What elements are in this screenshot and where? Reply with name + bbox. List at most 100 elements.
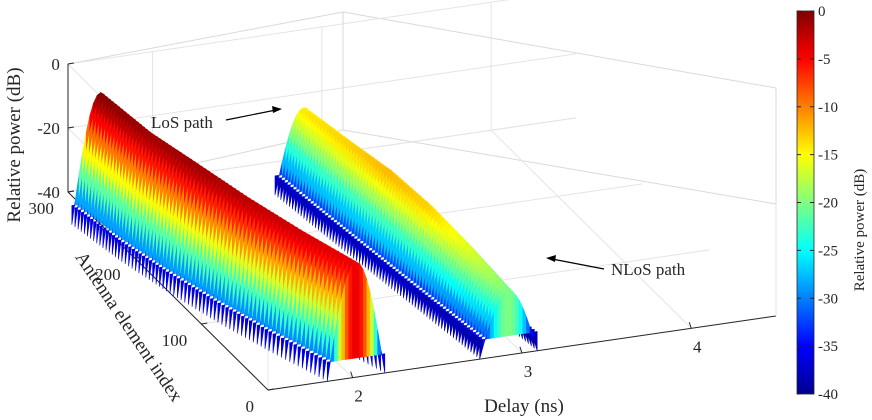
x-tick-label: 3 <box>524 362 533 381</box>
los-surface-patch <box>281 334 286 358</box>
z-tick-label: -20 <box>37 119 60 138</box>
colorbar-label: Relative power (dB) <box>852 169 868 291</box>
los-surface-patch <box>180 275 185 301</box>
floor-edge-delay <box>267 315 777 391</box>
z-tick-mark <box>67 126 74 129</box>
los-surface-patch <box>370 293 375 357</box>
nlos-annotation-arrow <box>551 258 605 270</box>
los-surface-patch <box>159 261 164 287</box>
nlos-surface-patch <box>518 300 524 335</box>
los-surface-patch <box>217 298 222 323</box>
los-surface-patch <box>359 262 364 358</box>
y-tick-mark <box>201 322 208 325</box>
y-tick-label: 200 <box>95 265 121 284</box>
los-surface-patch <box>380 350 386 374</box>
los-arrow-head <box>272 106 282 113</box>
los-surface-patch <box>225 302 230 327</box>
los-surface-patch <box>285 336 290 360</box>
colorbar-tick-label: -40 <box>818 387 838 403</box>
colorbar-tick-label: -35 <box>818 339 838 355</box>
los-surface-patch <box>318 353 323 378</box>
x-tick-mark <box>350 371 354 378</box>
los-annotation: LoS path <box>151 106 282 132</box>
los-surface-patch <box>355 261 360 359</box>
los-surface-patch <box>348 264 353 360</box>
x-tick-label: 2 <box>354 387 363 406</box>
nlos-arrow-head <box>546 255 556 262</box>
colorbar-tick-label: -10 <box>818 100 838 116</box>
nlos-surface-patch <box>508 290 513 337</box>
z-tick-label: 0 <box>51 55 60 74</box>
los-surface-patch <box>362 269 368 358</box>
los-surface-patch <box>310 349 315 373</box>
y-tick-label: 300 <box>28 199 54 218</box>
los-surface-patch <box>128 241 133 267</box>
x-axis-label: Delay (ns) <box>484 396 564 417</box>
los-surface-patch <box>306 347 311 371</box>
los-surface-patch <box>177 273 182 299</box>
colorbar-tick-label: -25 <box>818 243 838 259</box>
z-axis-label: Relative power (dB) <box>4 67 25 222</box>
colorbar-tick-label: 0 <box>818 4 826 20</box>
x-tick-mark <box>519 346 523 354</box>
nlos-surface-patch <box>526 316 531 334</box>
los-surface-patch <box>272 329 277 354</box>
los-surface-patch <box>252 318 258 343</box>
z-tick-label: -40 <box>37 183 60 202</box>
los-surface-patch <box>301 345 307 369</box>
los-surface-patch <box>206 291 211 316</box>
los-surface-patch <box>237 309 242 334</box>
los-surface-patch <box>202 289 207 314</box>
los-surface-patch <box>366 279 371 357</box>
los-annotation-text: LoS path <box>151 113 213 132</box>
los-surface-patch <box>276 331 282 356</box>
los-surface-patch <box>268 327 273 352</box>
los-surface-patch <box>135 245 140 271</box>
x-tick-mark <box>688 322 692 329</box>
z-tick-mark <box>67 62 74 65</box>
z-tick-mark <box>67 190 74 193</box>
grid-line-delay <box>490 2 692 329</box>
y-tick-label: 100 <box>162 331 188 350</box>
los-surface-patch <box>148 255 154 280</box>
axis-ticks: 2 3 4 0 100 200 300-40 -20 0 <box>28 55 702 416</box>
los-surface-patch <box>188 280 193 305</box>
colorbar-tick-label: -20 <box>818 196 838 212</box>
floor-edge-antenna <box>67 191 269 391</box>
los-surface-patch <box>142 250 147 276</box>
los-surface-patch <box>377 329 382 356</box>
y-tick-label: 0 <box>246 397 255 416</box>
colorbar-tick-label: -5 <box>818 52 831 68</box>
y-tick-mark <box>267 388 275 391</box>
nlos-surface-patch <box>511 290 516 336</box>
los-surface-patch <box>373 310 378 356</box>
los-surface-patch <box>213 295 219 321</box>
y-tick-mark <box>134 256 141 259</box>
los-surface-patch <box>344 271 350 360</box>
los-surface-patch <box>326 358 332 382</box>
los-surface-patch <box>184 277 189 303</box>
nlos-surface-patch <box>500 291 506 338</box>
colorbar-tick-label: -30 <box>818 291 838 307</box>
los-surface-patch <box>195 284 200 310</box>
nlos-surface-patch <box>515 293 520 336</box>
nlos-annotation: NLoS path <box>546 255 686 279</box>
nlos-surface-patch <box>497 295 502 338</box>
nlos-surface-patch <box>479 339 484 360</box>
surface-layer <box>71 91 538 382</box>
los-surface-patch <box>256 320 262 345</box>
los-surface-patch <box>169 268 174 294</box>
los-surface-patch <box>293 340 298 365</box>
back-wall-right <box>342 11 777 205</box>
los-surface-patch <box>352 261 357 359</box>
los-surface-patch <box>121 236 126 262</box>
los-surface-patch <box>229 304 234 330</box>
nlos-surface-patch <box>522 307 527 334</box>
los-surface-patch <box>162 264 167 290</box>
los-surface-patch <box>297 342 302 367</box>
colorbar-tick-label: -15 <box>818 148 838 164</box>
los-surface-patch <box>166 266 171 292</box>
los-surface-patch <box>341 282 346 361</box>
los-surface-patch <box>173 270 178 296</box>
